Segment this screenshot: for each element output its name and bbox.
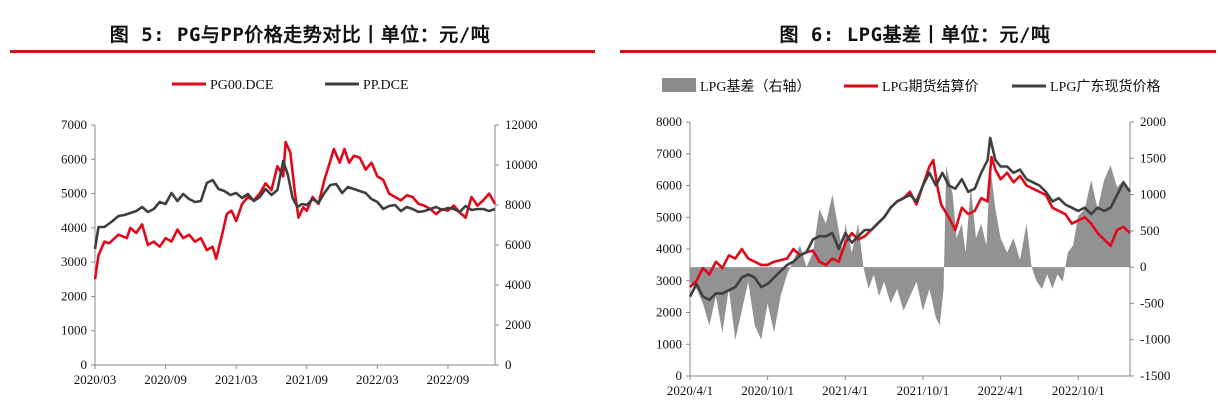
y-right-tick-label: 10000 <box>505 157 538 172</box>
x-tick-label: 2021/4/1 <box>822 383 868 398</box>
y-right-tick-label: -500 <box>1140 295 1164 310</box>
y-left-tick-label: 2000 <box>656 305 682 320</box>
x-tick-label: 2022/10/1 <box>1052 383 1105 398</box>
y-left-tick-label: 1000 <box>656 336 682 351</box>
y-right-tick-label: 8000 <box>505 197 531 212</box>
series-line-0 <box>93 140 497 280</box>
y-left-tick-label: 7000 <box>61 117 87 132</box>
y-left-tick-label: 5000 <box>61 186 87 201</box>
y-right-tick-label: 0 <box>505 357 512 372</box>
figure-5-title: 图 5: PG与PP价格走势对比丨单位：元/吨 <box>109 24 491 46</box>
figure-5-chart: 0 1000 2000 3000 4000 5000 6000 7000 0 2000 4000 60… <box>61 78 538 387</box>
legend-label-0: PG00.DCE <box>210 78 273 93</box>
figure-5-panel: 图 5: PG与PP价格走势对比丨单位：元/吨 0 1000 2000 3000 400… <box>0 0 600 415</box>
y-left-tick-label: 7000 <box>656 146 682 161</box>
y-left-tick-label: 5000 <box>656 209 682 224</box>
y-right-tick-label: -1000 <box>1140 332 1170 347</box>
x-tick-label: 2022/03 <box>356 372 399 387</box>
y-left-tick-label: 4000 <box>61 220 87 235</box>
figure-6-title-rule <box>620 50 1216 53</box>
y-left-tick-label: 0 <box>676 368 683 383</box>
figure-6-panel: 图 6: LPG基差丨单位：元/吨 0 1000 2000 3000 4000 5000 6… <box>612 0 1218 415</box>
x-tick-label: 2021/09 <box>285 372 328 387</box>
x-tick-label: 2022/09 <box>427 372 470 387</box>
y-left-tick-label: 6000 <box>656 178 682 193</box>
y-right-tick-label: 2000 <box>1140 114 1166 129</box>
legend-label-0: LPG基差（右轴） <box>700 78 810 95</box>
y-right-tick-label: 1000 <box>1140 187 1166 202</box>
y-left-tick-label: 4000 <box>656 241 682 256</box>
y-right-tick-label: 6000 <box>505 237 531 252</box>
figure-6-title: 图 6: LPG基差丨单位：元/吨 <box>779 24 1051 46</box>
y-left-tick-label: 3000 <box>656 273 682 288</box>
series-line-2 <box>688 136 1132 302</box>
x-tick-label: 2021/03 <box>215 372 258 387</box>
legend-label-1: LPG期货结算价 <box>882 78 978 95</box>
y-left-tick-label: 0 <box>81 357 88 372</box>
x-tick-label: 2020/10/1 <box>741 383 794 398</box>
y-right-tick-label: 500 <box>1140 223 1160 238</box>
y-left-tick-label: 8000 <box>656 114 682 129</box>
x-tick-label: 2020/4/1 <box>667 383 713 398</box>
legend-label-1: PP.DCE <box>363 78 409 93</box>
y-right-tick-label: -1500 <box>1140 368 1170 383</box>
x-tick-label: 2021/10/1 <box>897 383 950 398</box>
legend-swatch-0 <box>662 78 696 92</box>
y-left-tick-label: 1000 <box>61 323 87 338</box>
x-tick-label: 2020/09 <box>144 372 187 387</box>
figure-5-title-rule <box>10 50 595 53</box>
y-right-tick-label: 1500 <box>1140 150 1166 165</box>
x-tick-label: 2022/4/1 <box>977 383 1023 398</box>
y-left-tick-label: 2000 <box>61 288 87 303</box>
series-area-0 <box>690 165 1130 340</box>
y-right-tick-label: 12000 <box>505 117 538 132</box>
x-tick-label: 2020/03 <box>74 372 117 387</box>
series-line-1 <box>93 159 496 250</box>
legend-label-2: LPG广东现货价格 <box>1050 78 1160 95</box>
y-right-tick-label: 2000 <box>505 317 531 332</box>
y-left-tick-label: 3000 <box>61 254 87 269</box>
y-right-tick-label: 4000 <box>505 277 531 292</box>
y-left-tick-label: 6000 <box>61 151 87 166</box>
figure-6-chart: 010002000300040005000600070008000-1500-1… <box>656 78 1170 398</box>
y-right-tick-label: 0 <box>1140 259 1147 274</box>
